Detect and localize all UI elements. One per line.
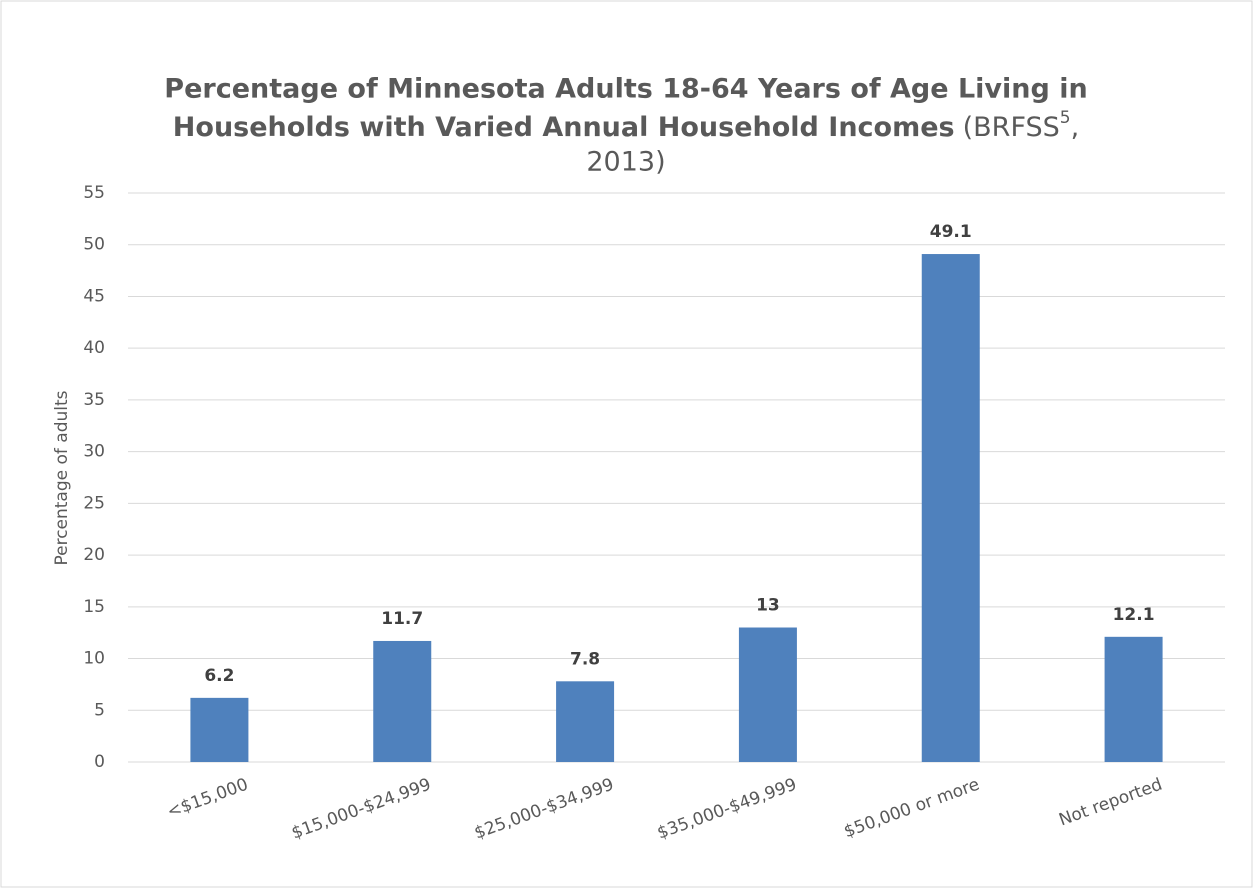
bar	[556, 681, 615, 762]
superscript: 5	[1060, 108, 1071, 128]
y-tick-label: 45	[83, 286, 105, 306]
data-label: 12.1	[1113, 605, 1155, 625]
data-label: 13	[756, 596, 780, 616]
bar	[190, 697, 249, 762]
data-label: 7.8	[570, 649, 600, 669]
chart-title-line: Households with Varied Annual Household …	[173, 108, 1079, 143]
y-tick-label: 50	[83, 235, 105, 255]
data-label: 6.2	[204, 666, 234, 686]
data-label: 11.7	[381, 609, 423, 629]
y-tick-label: 55	[83, 183, 105, 203]
chart-title: Percentage of Minnesota Adults 18-64 Yea…	[164, 74, 1087, 105]
y-tick-label: 10	[83, 649, 105, 669]
bar	[1104, 636, 1163, 762]
chart-title: Households with Varied Annual Household …	[173, 112, 955, 143]
bar	[738, 627, 797, 762]
y-tick-label: 25	[83, 493, 105, 513]
y-axis-label: Percentage of adults	[52, 390, 72, 565]
subtitle: (BRFSS	[963, 112, 1060, 143]
data-label: 49.1	[930, 222, 972, 242]
y-tick-label: 5	[94, 700, 105, 720]
subtitle: ,	[1071, 112, 1080, 143]
bar	[373, 640, 432, 762]
y-tick-label: 35	[83, 390, 105, 410]
bar	[921, 254, 980, 762]
subtitle: 2013)	[586, 147, 665, 178]
y-tick-label: 0	[94, 752, 105, 772]
y-tick-label: 30	[83, 442, 105, 462]
y-tick-label: 40	[83, 338, 105, 358]
y-tick-label: 20	[83, 545, 105, 565]
y-tick-label: 15	[83, 597, 105, 617]
